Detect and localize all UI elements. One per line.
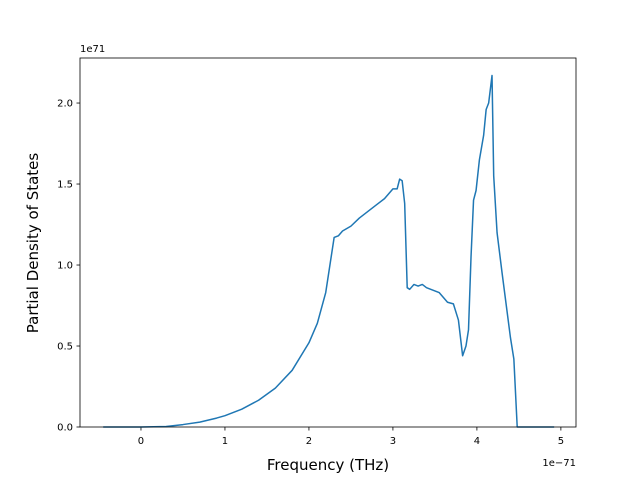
y-tick-label: 1.5 — [57, 180, 73, 191]
y-tick-label: 0.5 — [57, 342, 73, 353]
x-tick-label: 4 — [474, 436, 480, 447]
data-line — [103, 74, 555, 428]
x-tick-label: 0 — [138, 436, 144, 447]
x-tick-label: 5 — [558, 436, 564, 447]
x-tick-label: 3 — [390, 436, 396, 447]
x-tick-label: 1 — [222, 436, 228, 447]
y-axis-label: Partial Density of States — [24, 153, 42, 334]
plot-frame — [79, 57, 577, 428]
x-tick-label: 2 — [306, 436, 312, 447]
x-offset-text: 1e−71 — [542, 458, 576, 469]
y-tick-label: 1.0 — [57, 261, 73, 272]
x-axis-label: Frequency (THz) — [267, 456, 389, 474]
y-tick-label: 2.0 — [57, 99, 73, 110]
y-tick-label: 0.0 — [57, 423, 73, 434]
y-offset-text: 1e71 — [80, 44, 105, 55]
